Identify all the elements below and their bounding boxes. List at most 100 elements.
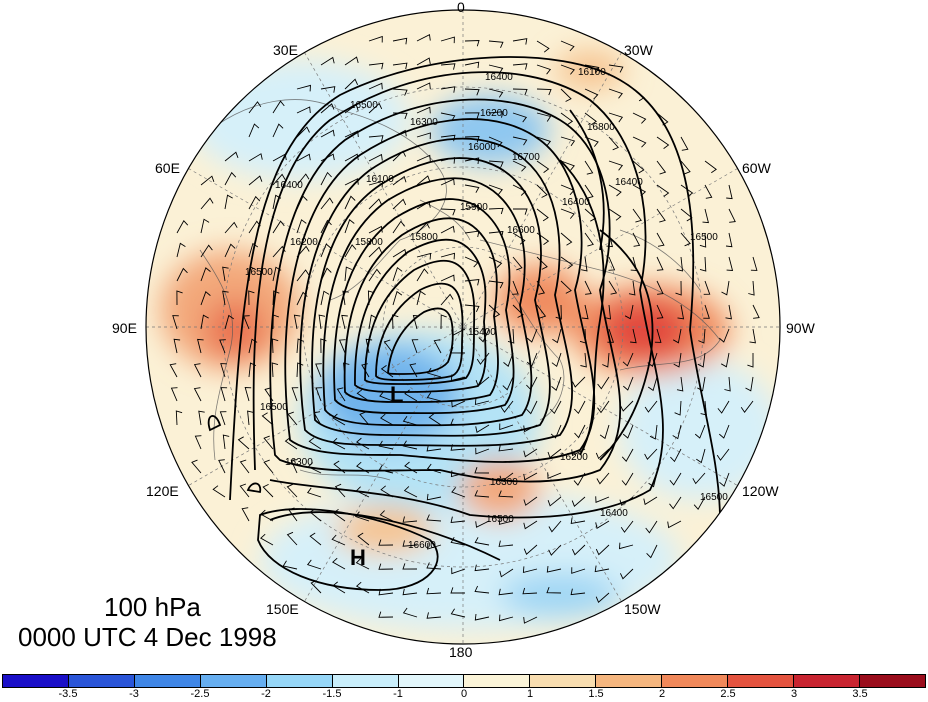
- wind-barb: [291, 387, 299, 402]
- wind-barb: [383, 339, 394, 354]
- wind-barb: [536, 280, 546, 295]
- wind-barb: [740, 400, 754, 413]
- wind-barb: [338, 339, 346, 354]
- wind-barb: [546, 566, 562, 573]
- wind-barb: [694, 424, 706, 439]
- wind-barb: [344, 195, 356, 210]
- wind-barb: [620, 400, 634, 412]
- wind-barb: [416, 175, 431, 186]
- contour-value-label: 16100: [366, 174, 394, 185]
- contour-value-label: 16000: [468, 142, 496, 153]
- colorbar-swatch: [332, 675, 399, 687]
- wind-barb: [624, 304, 634, 320]
- contour-value-label: 16300: [490, 477, 518, 488]
- wind-barb: [296, 84, 311, 92]
- contour-value-label: 16100: [578, 67, 606, 78]
- wind-barb: [608, 136, 619, 151]
- wind-barb: [696, 448, 706, 464]
- contour-value-label: 16600: [408, 540, 436, 551]
- wind-barb: [344, 178, 359, 186]
- wind-barb: [222, 434, 230, 450]
- wind-barb: [440, 208, 456, 216]
- wind-barb: [498, 490, 514, 498]
- colorbar-ticks: -3.5 -3 -2.5 -2 -1.5 -1 0 1 1.5 2 2.5 3 3.5: [2, 688, 926, 702]
- colorbar-swatch: [200, 675, 267, 687]
- wind-barb: [426, 612, 442, 619]
- wind-barb: [244, 387, 252, 402]
- wind-barb: [426, 562, 442, 570]
- wind-barb: [272, 220, 285, 234]
- wind-barb: [332, 413, 346, 426]
- contour-15300: [387, 307, 454, 375]
- contour-value-label: 16600: [507, 225, 535, 236]
- wind-barb: [604, 304, 612, 320]
- wind-barb: [747, 353, 754, 368]
- wind-barb: [669, 496, 682, 510]
- wind-barb: [218, 459, 226, 474]
- contour-value-label: 16400: [615, 177, 643, 188]
- colorbar-tick-label: 2.5: [720, 688, 736, 700]
- wind-barb: [198, 410, 205, 426]
- colorbar-swatch: [68, 675, 135, 687]
- wind-barb: [296, 245, 310, 258]
- colorbar-tick-label: 2: [658, 688, 666, 700]
- wind-barb: [475, 447, 490, 455]
- wind-barb: [194, 435, 202, 450]
- wind-barb: [670, 448, 682, 463]
- wind-barb: [433, 339, 442, 354]
- wind-barb: [475, 520, 490, 528]
- wind-barb: [262, 483, 274, 498]
- wind-barb: [219, 411, 227, 426]
- wind-barb: [536, 136, 552, 147]
- wind-barb: [526, 328, 538, 343]
- wind-barb: [416, 34, 431, 42]
- wind-barb: [523, 472, 538, 481]
- contour-15500: [364, 259, 476, 385]
- wind-barb: [669, 472, 682, 486]
- colorbar-swatch: [662, 675, 729, 687]
- wind-barb: [523, 496, 538, 506]
- wind-barb: [356, 389, 370, 402]
- wind-barb: [426, 445, 442, 452]
- wind-barb: [551, 352, 562, 368]
- contour-ring-2: [246, 482, 262, 494]
- contour-value-label: 16300: [410, 117, 438, 128]
- wind-barb: [699, 256, 707, 272]
- wind-barb: [368, 225, 383, 234]
- lon-label-120w: 120W: [742, 483, 779, 499]
- wind-barb: [571, 567, 586, 574]
- contour-value-label: 15800: [410, 232, 438, 243]
- wind-barb: [608, 88, 623, 99]
- wind-barb: [550, 424, 562, 439]
- contour-value-label: 16700: [512, 152, 540, 163]
- wind-barb: [450, 587, 465, 594]
- wind-barb: [584, 160, 594, 175]
- wind-barb: [595, 520, 610, 530]
- wind-barb: [697, 376, 706, 392]
- wind-barb: [647, 376, 658, 392]
- wind-barb: [656, 136, 670, 149]
- wind-barb: [502, 376, 514, 391]
- wind-barb: [237, 436, 250, 450]
- wind-barb: [523, 616, 538, 624]
- wind-barb: [512, 256, 523, 271]
- colorbar-tick-label: 1: [526, 688, 534, 700]
- wind-barb: [320, 56, 335, 66]
- wind-barb: [499, 614, 514, 622]
- wind-barb: [595, 448, 610, 460]
- contour-value-label: 16500: [245, 267, 273, 278]
- wind-barb: [368, 198, 382, 210]
- wind-barb: [440, 178, 455, 186]
- wind-barb: [197, 338, 204, 354]
- wind-barb: [595, 592, 610, 603]
- wind-barb: [488, 304, 501, 318]
- wind-barb: [212, 485, 226, 498]
- wind-barb: [272, 290, 280, 306]
- wind-barb: [560, 64, 575, 75]
- wind-barb: [320, 290, 330, 306]
- wind-barb: [512, 232, 526, 245]
- wind-barb: [296, 153, 311, 162]
- wind-barb: [464, 204, 479, 212]
- wind-barb: [392, 175, 407, 186]
- wind-barb: [368, 314, 377, 330]
